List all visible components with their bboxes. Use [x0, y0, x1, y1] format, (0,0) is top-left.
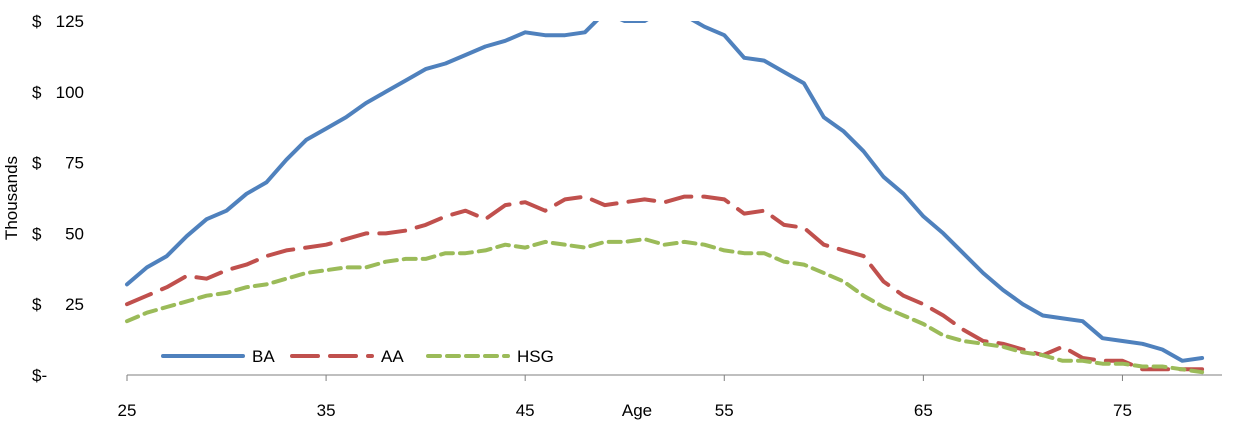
- y-tick-label: 50: [65, 224, 84, 243]
- y-tick-label: $-: [32, 366, 47, 385]
- legend: BA AA HSG: [161, 347, 554, 366]
- y-axis-tick-labels: $- $ 25 $ 50 $ 75 $ 100 $ 125: [32, 12, 84, 385]
- y-axis-title: Thousands: [2, 156, 21, 240]
- y-tick-label: 25: [65, 295, 84, 314]
- x-tick-label: 65: [914, 401, 933, 420]
- x-tick-label: 35: [317, 401, 336, 420]
- legend-label-ba: BA: [252, 347, 275, 366]
- x-tick-label: 75: [1113, 401, 1132, 420]
- x-axis-ticks: 25 35 45 55 65 75: [118, 375, 1132, 420]
- y-tick-label-currency: $: [32, 154, 42, 173]
- legend-label-hsg: HSG: [517, 347, 554, 366]
- axes: 25 35 45 55 65 75 $- $ 25 $ 50 $ 75 $ 100 $ 125: [32, 12, 1222, 420]
- y-tick-label-currency: $: [32, 295, 42, 314]
- y-tick-label-currency: $: [32, 12, 42, 31]
- x-tick-label: 25: [118, 401, 137, 420]
- series-line-hsg: [125, 237, 1205, 375]
- x-tick-label: 55: [715, 401, 734, 420]
- series-line-ba: [125, 21, 1205, 363]
- x-axis-title: Age: [622, 401, 652, 420]
- y-tick-label: 100: [56, 83, 84, 102]
- y-tick-label: 75: [65, 154, 84, 173]
- series-line-aa: [125, 194, 1205, 372]
- x-tick-label: 45: [516, 401, 535, 420]
- y-tick-label-currency: $: [32, 83, 42, 102]
- y-tick-label: 125: [56, 12, 84, 31]
- y-tick-label-currency: $: [32, 224, 42, 243]
- legend-label-aa: AA: [381, 347, 404, 366]
- plot-area: [125, 21, 1205, 375]
